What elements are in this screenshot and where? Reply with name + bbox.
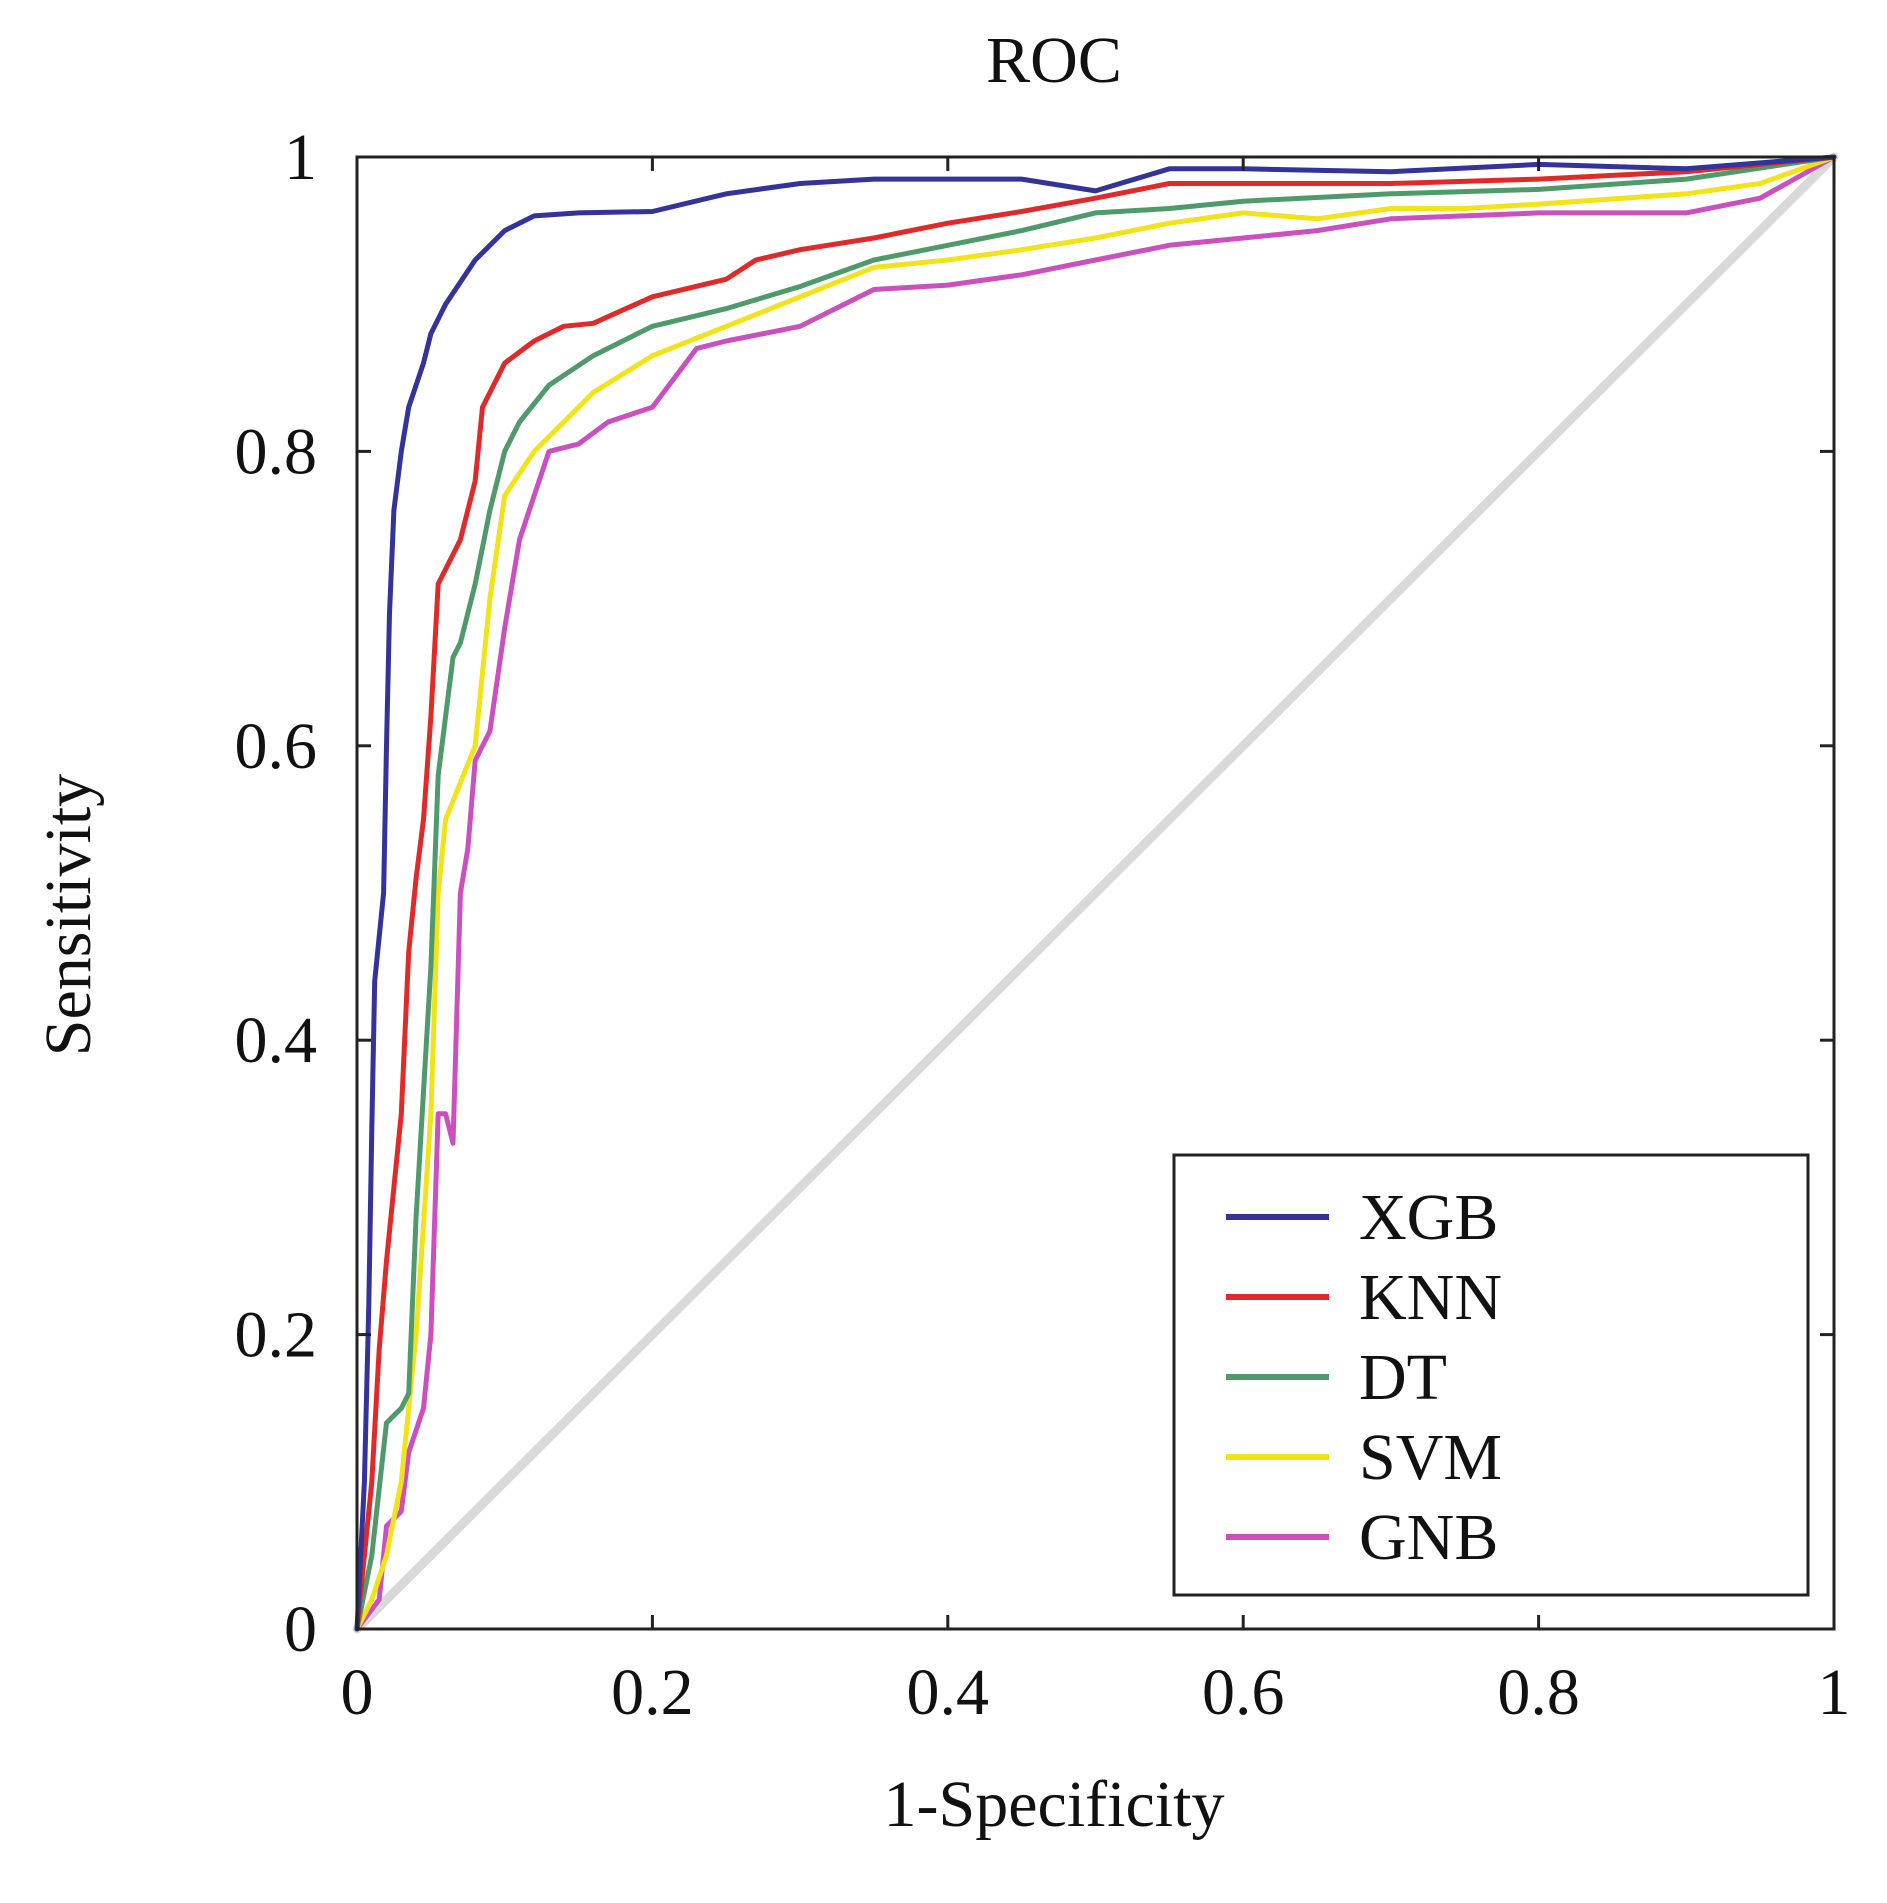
x-tick-label: 0.8 (1497, 1656, 1580, 1729)
y-tick-label: 0.6 (235, 710, 318, 783)
legend-label-knn: KNN (1359, 1261, 1502, 1334)
x-tick-label: 1 (1818, 1656, 1851, 1729)
x-tick-label: 0.2 (611, 1656, 694, 1729)
series-line-dt (354, 154, 1837, 1632)
y-tick-label: 0.2 (235, 1299, 318, 1372)
x-tick-label: 0.4 (907, 1656, 990, 1729)
chart-title: ROC (986, 24, 1122, 97)
legend-label-gnb: GNB (1359, 1501, 1498, 1574)
y-tick-label: 0.8 (235, 415, 318, 488)
y-tick-label: 1 (284, 121, 317, 194)
series-line-svm (354, 154, 1837, 1632)
legend-label-xgb: XGB (1359, 1181, 1498, 1254)
diagonal-reference-line (352, 152, 1839, 1634)
axes-layer: 0 0.2 0.4 0.6 0.8 1 0 0.2 0.4 0.6 0.8 1 (235, 121, 1851, 1729)
y-tick-label: 0.4 (235, 1004, 318, 1077)
x-tick-label: 0 (341, 1656, 374, 1729)
x-axis-title: 1-Specificity (884, 1768, 1225, 1841)
series-line-xgb (354, 154, 1837, 1632)
y-tick-label: 0 (284, 1593, 317, 1666)
x-tick-label: 0.6 (1202, 1656, 1285, 1729)
series-line-knn (354, 154, 1837, 1632)
plot-layer (352, 152, 1839, 1634)
legend-label-dt: DT (1359, 1341, 1447, 1414)
legend-label-svm: SVM (1359, 1421, 1502, 1494)
y-axis-title: Sensitivity (32, 774, 105, 1056)
plot-frame (355, 155, 1836, 1631)
series-line-gnb (354, 154, 1837, 1632)
